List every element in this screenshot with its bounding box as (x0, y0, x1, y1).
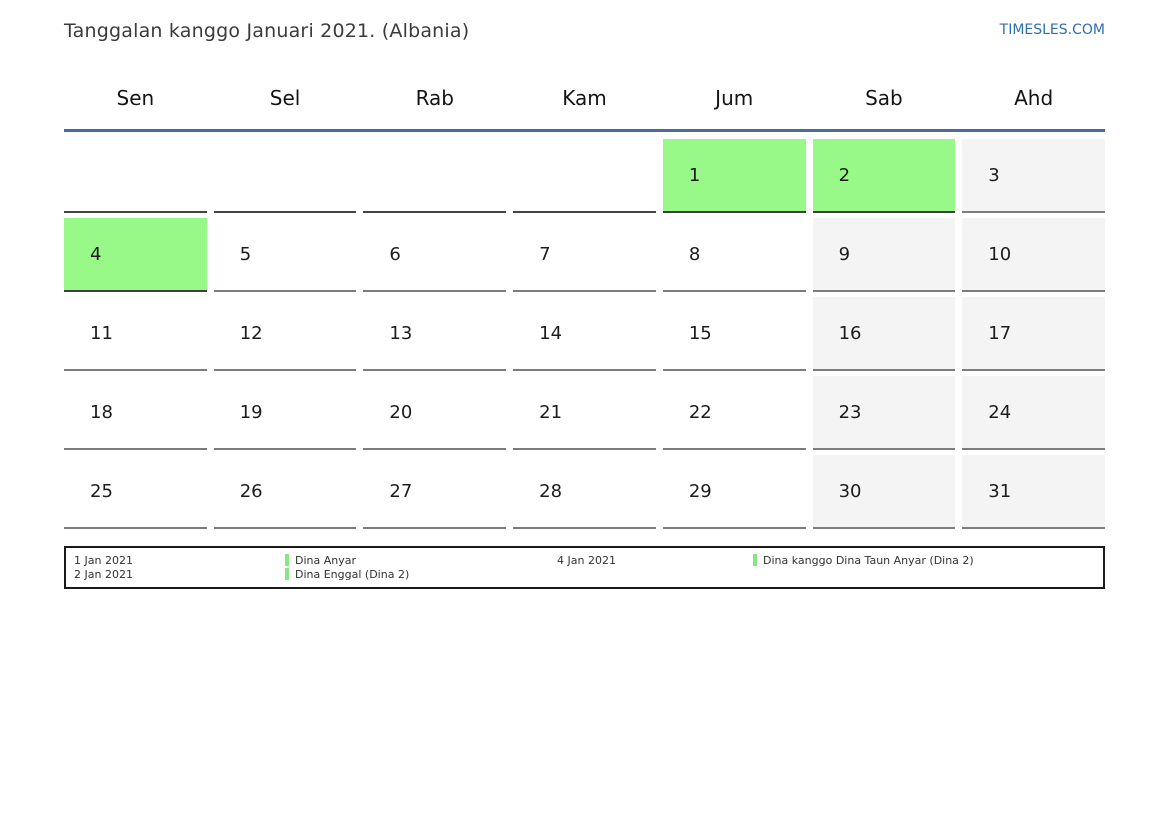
legend-label: Dina Anyar (295, 553, 357, 567)
calendar-day-cell: 24 (962, 376, 1105, 450)
calendar-day-cell: 23 (812, 376, 956, 450)
calendar-day-cell: 11 (64, 297, 207, 371)
calendar-day-cell: 19 (213, 376, 357, 450)
calendar-day-cell: 15 (662, 297, 806, 371)
day-number: 1 (688, 164, 701, 186)
day-number: 28 (539, 480, 563, 502)
day-number: 15 (688, 322, 712, 344)
calendar-day-cell: 18 (64, 376, 207, 450)
day-number: 26 (239, 480, 263, 502)
weekday-header-row: Sen Sel Rab Kam Jum Sab Ahd (64, 46, 1105, 129)
day-number: 9 (838, 243, 851, 265)
calendar-day-cell: 14 (513, 297, 656, 371)
calendar-day-cell: 3 (962, 139, 1105, 213)
day-number: 24 (988, 401, 1012, 423)
calendar-day-cell: 8 (662, 218, 806, 292)
calendar-day-cell: 10 (962, 218, 1105, 292)
day-number: 11 (90, 322, 113, 344)
calendar-day-cell: 17 (962, 297, 1105, 371)
calendar-grid: 1 2 3 4 5 6 7 8 9 10 11 12 13 14 15 16 17 18 19 20 21 22 23 24 2… (64, 139, 1105, 529)
day-number: 21 (539, 401, 563, 423)
day-number: 7 (539, 243, 551, 265)
page-title: Tanggalan kanggo Januari 2021. (Albania) (64, 20, 470, 42)
day-number: 14 (539, 322, 563, 344)
legend-entry: Dina kanggo Dina Taun Anyar (Dina 2) (753, 554, 1095, 567)
calendar-page: Tanggalan kanggo Januari 2021. (Albania)… (64, 0, 1105, 589)
legend-date: 1 Jan 2021 (74, 553, 133, 567)
day-number: 16 (838, 322, 862, 344)
day-number: 3 (988, 164, 1000, 186)
day-number: 23 (838, 401, 862, 423)
site-link[interactable]: TIMESLES.COM (999, 22, 1105, 38)
calendar-day-cell: 27 (363, 455, 507, 529)
day-number: 22 (688, 401, 712, 423)
calendar-empty-cell (213, 139, 357, 213)
top-bar: Tanggalan kanggo Januari 2021. (Albania)… (64, 20, 1105, 46)
calendar-day-cell: 29 (662, 455, 806, 529)
day-number: 20 (389, 401, 413, 423)
calendar-day-cell: 26 (213, 455, 357, 529)
calendar-day-cell: 31 (962, 455, 1105, 529)
legend-marker-icon (285, 554, 289, 566)
day-number: 27 (389, 480, 413, 502)
calendar-day-cell: 9 (812, 218, 956, 292)
calendar-day-cell: 21 (513, 376, 656, 450)
calendar-day-cell: 22 (662, 376, 806, 450)
legend-box: 1 Jan 2021 Dina Anyar 4 Jan 2021 Dina ka… (64, 546, 1105, 589)
day-number: 18 (90, 401, 113, 423)
calendar-day-cell: 5 (213, 218, 357, 292)
weekday-label-sab: Sab (865, 86, 903, 110)
day-number: 19 (239, 401, 263, 423)
day-number: 17 (988, 322, 1012, 344)
day-number: 31 (988, 480, 1012, 502)
calendar-day-cell: 4 (64, 218, 207, 292)
calendar-day-cell: 12 (213, 297, 357, 371)
legend-marker-icon (285, 568, 289, 580)
calendar-day-cell: 1 (662, 139, 806, 213)
legend-label: Dina kanggo Dina Taun Anyar (Dina 2) (763, 553, 974, 567)
calendar-day-cell: 16 (812, 297, 956, 371)
legend-entry: Dina Anyar (285, 554, 557, 567)
day-number: 29 (688, 480, 712, 502)
calendar-day-cell: 28 (513, 455, 656, 529)
calendar-day-cell: 20 (363, 376, 507, 450)
day-number: 2 (838, 164, 851, 186)
weekday-label-sel: Sel (269, 86, 301, 110)
legend-marker-icon (753, 554, 757, 566)
header-divider-line (64, 129, 1105, 132)
calendar-empty-cell (363, 139, 507, 213)
legend-date: 4 Jan 2021 (557, 553, 616, 567)
weekday-label-jum: Jum (715, 86, 754, 110)
day-number: 10 (988, 243, 1012, 265)
day-number: 25 (90, 480, 113, 502)
calendar-day-cell: 7 (513, 218, 656, 292)
weekday-label-kam: Kam (562, 86, 607, 110)
calendar-empty-cell (64, 139, 207, 213)
day-number: 30 (838, 480, 862, 502)
legend-date: 2 Jan 2021 (74, 567, 133, 581)
day-number: 13 (389, 322, 413, 344)
calendar-day-cell: 6 (363, 218, 507, 292)
day-number: 12 (239, 322, 263, 344)
day-number: 8 (688, 243, 701, 265)
calendar-empty-cell (513, 139, 656, 213)
day-number: 6 (389, 243, 401, 265)
legend-entry: Dina Enggal (Dina 2) (285, 568, 557, 581)
weekday-label-rab: Rab (415, 86, 454, 110)
weekday-label-ahd: Ahd (1014, 86, 1054, 110)
day-number: 5 (239, 243, 252, 265)
calendar-day-cell: 13 (363, 297, 507, 371)
calendar-day-cell: 25 (64, 455, 207, 529)
weekday-label-sen: Sen (116, 86, 155, 110)
calendar-day-cell: 30 (812, 455, 956, 529)
calendar-day-cell: 2 (812, 139, 956, 213)
day-number: 4 (90, 243, 102, 265)
legend-label: Dina Enggal (Dina 2) (295, 567, 410, 581)
